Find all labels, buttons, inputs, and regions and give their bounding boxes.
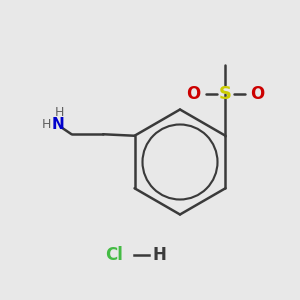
Text: H: H — [55, 106, 64, 119]
Text: N: N — [52, 117, 65, 132]
Text: S: S — [219, 85, 232, 103]
Text: H: H — [152, 246, 166, 264]
Text: Cl: Cl — [105, 246, 123, 264]
Text: O: O — [250, 85, 265, 103]
Text: H: H — [42, 118, 52, 131]
Text: O: O — [186, 85, 200, 103]
